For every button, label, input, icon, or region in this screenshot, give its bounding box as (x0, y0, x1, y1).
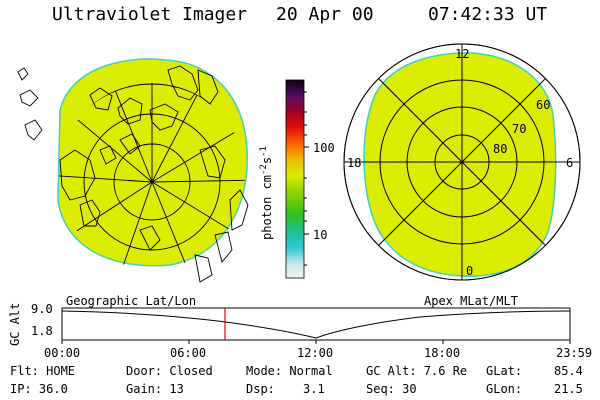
altitude-curve (61, 310, 571, 339)
aurora-fill-geographic (57, 58, 248, 267)
colorbar-unit-label: photon cm-2s-1 (259, 146, 274, 240)
mlat-label-60: 60 (536, 98, 551, 112)
mlt-label-12: 12 (455, 47, 470, 61)
geographic-image (17, 58, 249, 283)
header-time: 07:42:33 UT (428, 4, 548, 25)
timeline-right-title: Apex MLat/MLT (424, 294, 518, 308)
colorbar-unit-sup2: -1 (259, 146, 269, 157)
timeline-ytick-1-8: 1.8 (31, 324, 53, 338)
polar-grid (343, 43, 581, 281)
status-seq: Seq: 30 (366, 382, 417, 396)
mlt-label-0: 0 (466, 264, 474, 278)
timeline-left-title: Geographic Lat/Lon (66, 294, 197, 308)
status-door: Door: Closed (126, 364, 213, 378)
timeline-xtick-2359: 23:59 (556, 346, 593, 360)
status-glat-value: 85.4 (554, 364, 583, 378)
status-flt: Flt: HOME (10, 364, 76, 378)
colorbar (285, 79, 309, 279)
header-date: 20 Apr 00 (276, 4, 374, 25)
status-dsp-label: Dsp: (246, 382, 275, 396)
header-title: Ultraviolet Imager (52, 4, 248, 25)
status-ip: IP: 36.0 (10, 382, 68, 396)
colorbar-tick-10: 10 (313, 228, 328, 242)
status-gain: Gain: 13 (126, 382, 184, 396)
timeline-ytick-9: 9.0 (31, 302, 53, 316)
colorbar-unit-text: photon cm (260, 174, 274, 240)
mlat-label-70: 70 (512, 122, 527, 136)
status-dsp-value: 3.1 (303, 382, 325, 396)
mlt-label-6: 6 (566, 156, 574, 170)
status-gc-alt: GC Alt: 7.6 Re (366, 364, 468, 378)
status-mode: Mode: Normal (246, 364, 333, 378)
colorbar-tick-100: 100 (313, 141, 335, 155)
polar-plot (343, 43, 581, 281)
colorbar-scale (285, 79, 305, 279)
altitude-timeline (61, 307, 571, 344)
timeline-xtick-0000: 00:00 (44, 346, 81, 360)
status-glat-label: GLat: (486, 364, 523, 378)
timeline-ylabel: GC Alt (8, 302, 22, 346)
coastlines (17, 65, 249, 283)
timeline-xtick-1800: 18:00 (424, 346, 461, 360)
mlat-label-80: 80 (493, 142, 508, 156)
status-glon-label: GLon: (486, 382, 523, 396)
mlt-label-18: 18 (347, 156, 362, 170)
status-glon-value: 21.5 (554, 382, 583, 396)
timeline-ticks (61, 340, 571, 344)
colorbar-unit-s: s (260, 156, 274, 165)
timeline-xtick-1200: 12:00 (297, 346, 334, 360)
colorbar-unit-sup1: -2 (259, 164, 269, 175)
timeline-xtick-0600: 06:00 (170, 346, 207, 360)
